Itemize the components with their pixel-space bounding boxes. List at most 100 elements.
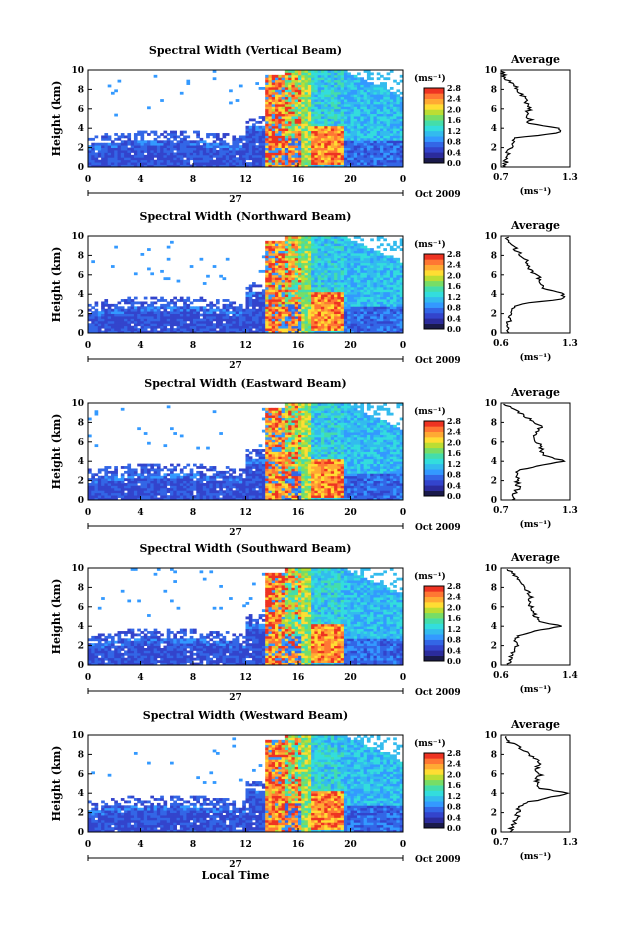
heatmap-cell [304,140,309,144]
heatmap-cell [199,137,204,141]
heatmap-cell [386,260,391,264]
heatmap-cell [275,306,279,310]
heatmap-cell [389,311,394,314]
heatmap-cell [127,316,132,319]
heatmap-cell [120,328,125,331]
heatmap-cell [88,157,92,161]
heatmap-cell [386,99,391,102]
heatmap-cell [110,323,115,327]
heatmap-cell [370,323,374,327]
heatmap-cell [278,125,282,129]
heatmap-cell [268,311,273,314]
heatmap-cell [94,444,99,448]
heatmap-cell [340,94,345,98]
heatmap-cell [212,162,217,165]
heatmap-cell [261,128,266,132]
heatmap-cell [324,282,328,285]
heatmap-cell [393,269,397,273]
heatmap-cell [265,84,269,88]
heatmap-cell [360,255,365,259]
heatmap-cell [107,84,112,88]
heatmap-cell [265,252,269,256]
heatmap-cell [353,286,358,290]
heatmap-cell [252,325,256,329]
heatmap-cell [110,152,115,156]
heatmap-cell [238,84,243,88]
heatmap-cell [94,162,99,165]
heatmap-cell [389,260,394,264]
heatmap-cell [209,162,214,165]
heatmap-cell [275,157,279,161]
heatmap-cell [114,470,118,474]
heatmap-cell [330,323,335,327]
heatmap-cell [350,103,355,107]
heatmap-cell [350,286,355,290]
heatmap-cell [340,279,345,283]
heatmap-cell [396,82,401,85]
heatmap-cell [261,118,266,122]
heatmap-cell [268,164,273,168]
heatmap-cell [298,154,302,158]
heatmap-cell [330,286,335,290]
heatmap-cell [373,140,378,144]
heatmap-cell [284,152,289,156]
heatmap-cell [284,135,289,139]
heatmap-cell [294,284,299,288]
heatmap-cell [393,243,397,247]
heatmap-cell [317,238,322,242]
heatmap-cell [380,277,384,281]
heatmap-cell [380,137,384,141]
heatmap-cell [314,311,319,314]
heatmap-cell [252,135,256,139]
heatmap-cell [327,70,332,73]
heatmap-cell [363,289,368,293]
heatmap-cell [373,323,378,327]
heatmap-cell [291,106,296,110]
heatmap-cell [337,89,342,93]
heatmap-cell [294,86,299,90]
heatmap-cell [307,111,312,115]
heatmap-cell [137,140,141,144]
heatmap-cell [380,262,384,266]
heatmap-cell [94,495,99,498]
heatmap-cell [268,325,273,329]
heatmap-cell [275,284,279,288]
heatmap-cell [186,296,191,300]
heatmap-cell [268,267,273,271]
heatmap-cell [291,164,296,168]
heatmap-cell [320,318,325,322]
heatmap-cell [114,318,118,322]
heatmap-cell [340,142,345,146]
heatmap-cell [140,325,145,329]
colorbar-swatch [424,296,444,303]
heatmap-cell [317,154,322,158]
heatmap-cell [301,94,305,98]
heatmap-cell [130,145,135,148]
heatmap-cell [291,306,296,310]
heatmap-cell [307,154,312,158]
heatmap-cell [271,243,276,247]
heatmap-cell [373,162,378,165]
heatmap-cell [294,101,299,105]
y-axis-label: Height (km) [50,247,63,323]
heatmap-cell [288,111,292,115]
heatmap-cell [183,301,187,305]
heatmap-cell [130,328,135,331]
heatmap-cell [376,250,381,254]
heatmap-cell [97,487,102,491]
heatmap-cell [88,495,92,498]
heatmap-cell [291,330,296,334]
heatmap-cell [399,164,404,168]
heatmap-cell [225,311,230,314]
heatmap-cell [170,240,174,244]
heatmap-cell [399,313,404,317]
heatmap-cell [278,140,282,144]
heatmap-cell [294,164,299,168]
heatmap-cell [127,296,132,300]
heatmap-cell [189,154,194,158]
heatmap-cell [114,483,118,486]
heatmap-cell [288,106,292,110]
heatmap-cell [307,274,312,278]
heatmap-cell [376,91,381,95]
heatmap-cell [281,328,286,331]
